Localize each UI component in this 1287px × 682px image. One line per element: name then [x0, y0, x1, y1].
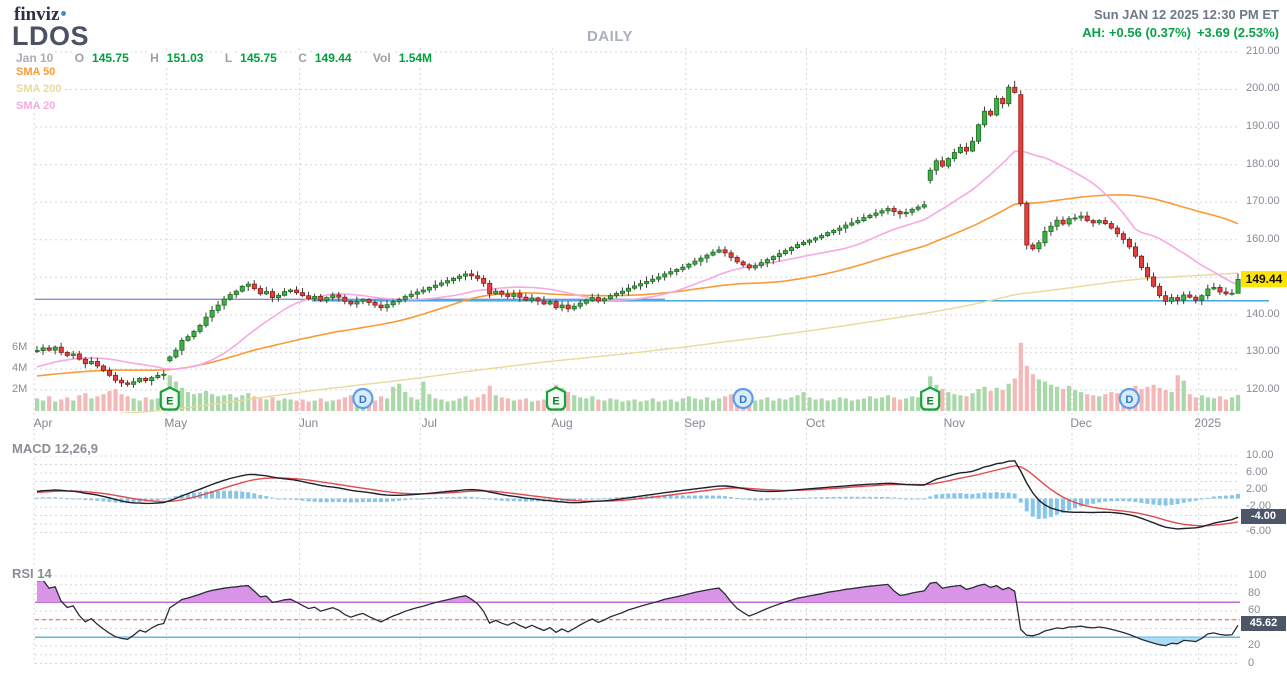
- month-label-nov: Nov: [943, 416, 965, 430]
- legend-sma200: SMA 200: [14, 83, 64, 95]
- finviz-logo-dot-icon: [61, 11, 66, 16]
- month-label-dec: Dec: [1070, 416, 1092, 430]
- macd-tick-label: 10.00: [1246, 449, 1274, 461]
- month-label-may: May: [164, 416, 188, 430]
- svg-text:E: E: [552, 396, 559, 408]
- price-tick-label: 190.00: [1246, 120, 1280, 132]
- month-label-aug: Aug: [551, 416, 573, 430]
- month-label-jun: Jun: [298, 416, 319, 430]
- month-label-apr: Apr: [33, 416, 53, 430]
- finviz-logo-text: finviz: [14, 4, 60, 25]
- close-value: 149.44: [312, 51, 354, 65]
- legend-sma20: SMA 20: [14, 100, 58, 112]
- rsi-tick-label: 60: [1248, 604, 1261, 616]
- price-tick-label: 210.00: [1246, 44, 1280, 57]
- month-label-2025: 2025: [1194, 416, 1222, 430]
- macd-tick-label: 2.00: [1246, 483, 1268, 495]
- rsi-tick-label: 100: [1248, 569, 1267, 581]
- volume-tick-label: 4M: [12, 362, 28, 374]
- close-label: C: [296, 51, 309, 65]
- volume-tick-label: 2M: [12, 383, 28, 395]
- afterhours-change-line: AH: +0.56 (0.37%) +3.69 (2.53%): [1076, 25, 1279, 40]
- high-value: 151.03: [164, 51, 206, 65]
- timeframe-label: DAILY: [586, 28, 634, 45]
- low-label: L: [222, 51, 235, 65]
- svg-text:D: D: [359, 394, 367, 406]
- rsi-value-badge: 45.62: [1241, 616, 1286, 631]
- macd-panel-title: MACD 12,26,9: [10, 441, 100, 456]
- month-label-oct: Oct: [806, 416, 825, 430]
- volume-value: 1.54M: [396, 51, 435, 65]
- svg-text:D: D: [1125, 394, 1133, 406]
- volume-label: Vol: [370, 51, 393, 65]
- macd-tick-label: -6.00: [1246, 525, 1272, 537]
- open-label: O: [72, 51, 87, 65]
- rsi-tick-label: 80: [1248, 586, 1261, 599]
- rsi-tick-label: 0: [1248, 656, 1255, 669]
- legend-sma50: SMA 50: [14, 66, 58, 78]
- price-tick-label: 160.00: [1246, 232, 1280, 245]
- price-tick-label: 170.00: [1246, 195, 1280, 208]
- high-label: H: [148, 51, 161, 65]
- open-value: 145.75: [90, 51, 131, 65]
- finviz-logo[interactable]: finviz: [14, 4, 66, 26]
- price-tick-label: 200.00: [1246, 82, 1280, 95]
- svg-text:D: D: [739, 394, 747, 406]
- rsi-panel-title: RSI 14: [10, 566, 54, 581]
- session-change: +3.69 (2.53%): [1196, 25, 1279, 40]
- quote-date: Jan 10: [14, 51, 56, 65]
- macd-tick-label: 6.00: [1246, 466, 1268, 478]
- svg-text:E: E: [927, 396, 934, 408]
- volume-tick-label: 6M: [12, 341, 28, 353]
- macd-value-badge: -4.00: [1241, 509, 1286, 524]
- quote-line: Jan 10 O 145.75 H 151.03 L 145.75 C 149.44 V…: [14, 51, 438, 65]
- session-datetime: Sun JAN 12 2025 12:30 PM ET: [1094, 7, 1279, 22]
- price-tick-label: 130.00: [1246, 345, 1280, 358]
- ticker-symbol: LDOS: [12, 21, 90, 51]
- price-tick-label: 140.00: [1246, 307, 1280, 320]
- price-tick-label: 180.00: [1246, 157, 1280, 170]
- svg-text:E: E: [166, 396, 173, 408]
- low-value: 145.75: [238, 51, 279, 65]
- month-label-sep: Sep: [684, 416, 706, 430]
- last-price-badge: 149.44: [1241, 271, 1287, 287]
- price-tick-label: 120.00: [1246, 383, 1280, 395]
- month-label-jul: Jul: [421, 416, 437, 430]
- rsi-tick-label: 20: [1248, 639, 1261, 651]
- afterhours-change: AH: +0.56 (0.37%): [1082, 25, 1191, 40]
